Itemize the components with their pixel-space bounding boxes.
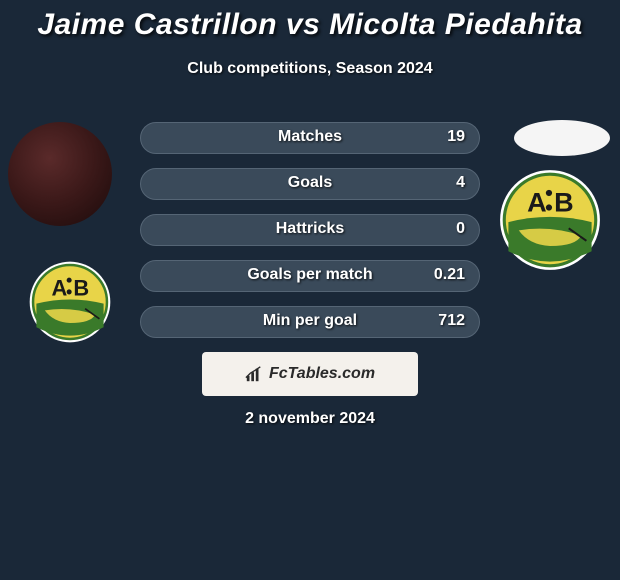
stat-row-hattricks: Hattricks 0 xyxy=(140,214,480,246)
bar-chart-icon xyxy=(245,365,263,383)
player-left-avatar xyxy=(8,122,112,226)
stat-label: Matches xyxy=(141,128,479,146)
page-title: Jaime Castrillon vs Micolta Piedahita xyxy=(0,0,620,42)
svg-text:A: A xyxy=(527,188,547,218)
stat-label: Goals xyxy=(141,174,479,192)
stat-row-goals-per-match: Goals per match 0.21 xyxy=(140,260,480,292)
footer-date: 2 november 2024 xyxy=(0,410,620,428)
player-right-avatar xyxy=(514,120,610,156)
stat-row-goals: Goals 4 xyxy=(140,168,480,200)
stat-label: Goals per match xyxy=(141,266,479,284)
svg-text:B: B xyxy=(73,275,89,300)
stat-row-min-per-goal: Min per goal 712 xyxy=(140,306,480,338)
stat-right-value: 0.21 xyxy=(434,266,465,284)
stat-row-matches: Matches 19 xyxy=(140,122,480,154)
club-left-badge: A B xyxy=(28,260,112,344)
source-logo-box: FcTables.com xyxy=(202,352,418,396)
club-right-badge: A B xyxy=(498,168,602,272)
club-badge-icon: A B xyxy=(28,260,112,344)
stat-label: Hattricks xyxy=(141,220,479,238)
source-logo-text: FcTables.com xyxy=(269,365,375,383)
club-badge-icon: A B xyxy=(498,168,602,272)
svg-text:B: B xyxy=(554,188,574,218)
svg-text:A: A xyxy=(52,275,68,300)
stat-right-value: 712 xyxy=(438,312,465,330)
stat-right-value: 0 xyxy=(456,220,465,238)
page-subtitle: Club competitions, Season 2024 xyxy=(0,60,620,78)
stat-right-value: 19 xyxy=(447,128,465,146)
stats-container: Matches 19 Goals 4 Hattricks 0 Goals per… xyxy=(140,122,480,352)
stat-right-value: 4 xyxy=(456,174,465,192)
stat-label: Min per goal xyxy=(141,312,479,330)
